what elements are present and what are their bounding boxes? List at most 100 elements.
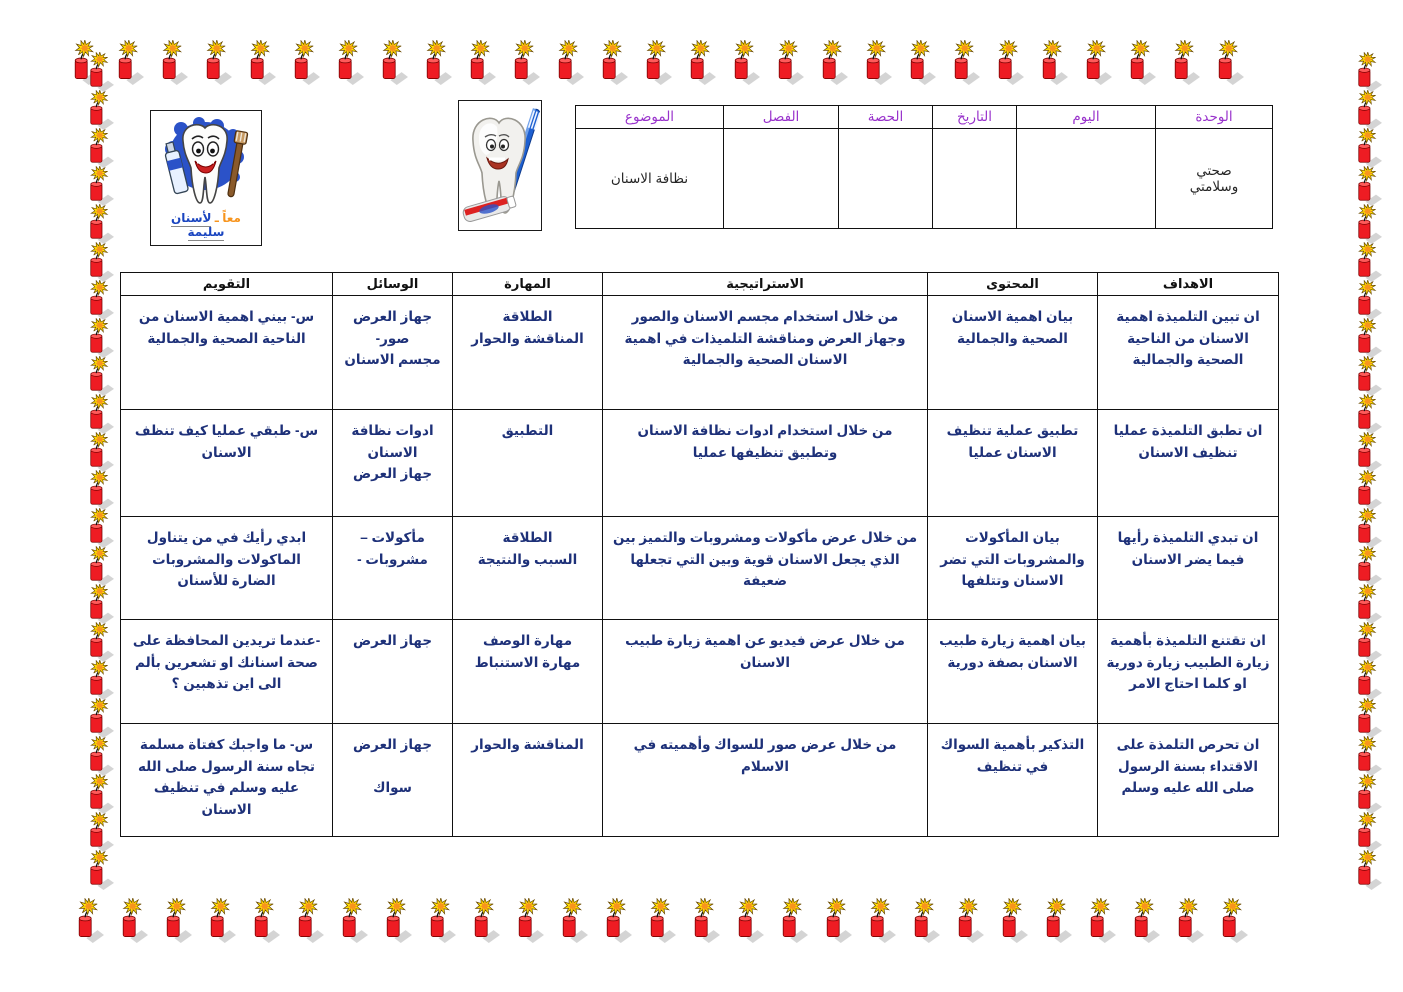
- cell-evaluation: س- طبقي عمليا كيف تنظف الاسنان: [120, 409, 333, 517]
- badge-caption: معاً ـ لأسنان سليمة: [151, 211, 261, 241]
- firecracker-star-icon: [728, 40, 760, 85]
- firecracker-star-icon: [1040, 898, 1072, 943]
- firecracker-star-icon: [156, 40, 188, 85]
- firecracker-star-icon: [908, 898, 940, 943]
- firecracker-star-icon: [84, 470, 114, 510]
- cell-evaluation: س- ما واجبك كفتاة مسلمة تجاه سنة الرسول …: [120, 723, 333, 837]
- info-value-subject: نظافة الاسنان: [575, 128, 724, 229]
- cell-objectives: ان تقتنع التلميذة بأهمية زيارة الطبيب زي…: [1097, 619, 1279, 724]
- firecracker-star-icon: [1352, 394, 1382, 434]
- tooth-toothbrush-image: [458, 100, 542, 231]
- firecracker-star-icon: [992, 40, 1024, 85]
- firecracker-star-icon: [84, 432, 114, 472]
- firecracker-star-icon: [1352, 204, 1382, 244]
- firecracker-star-icon: [552, 40, 584, 85]
- info-header-date: التاريخ: [932, 105, 1017, 129]
- badge-caption-text: لأسنان سليمة: [171, 211, 225, 241]
- firecracker-star-icon: [1352, 774, 1382, 814]
- info-header-unit: الوحدة: [1155, 105, 1273, 129]
- firecracker-star-icon: [84, 204, 114, 244]
- info-header-class: الفصل: [723, 105, 839, 129]
- col-header-tools: الوسائل: [332, 272, 453, 296]
- info-value-date: [932, 128, 1017, 229]
- firecracker-star-icon: [688, 898, 720, 943]
- firecracker-star-icon: [1352, 52, 1382, 92]
- firecracker-star-icon: [1352, 812, 1382, 852]
- firecracker-star-icon: [84, 128, 114, 168]
- cell-content: تطبيق عملية تنظيف الاسنان عمليا: [927, 409, 1098, 517]
- info-value-day: [1016, 128, 1156, 229]
- firecracker-star-icon: [732, 898, 764, 943]
- firecracker-star-icon: [84, 850, 114, 890]
- firecracker-star-icon: [1212, 40, 1244, 85]
- firecracker-star-icon: [1352, 584, 1382, 624]
- firecracker-star-icon: [1124, 40, 1156, 85]
- firecracker-star-icon: [244, 40, 276, 85]
- firecracker-star-icon: [84, 356, 114, 396]
- firecracker-star-icon: [84, 280, 114, 320]
- firecracker-star-icon: [84, 584, 114, 624]
- firecracker-star-icon: [84, 90, 114, 130]
- cell-tools: جهاز العرض صور- مجسم الاسنان: [332, 295, 453, 410]
- firecracker-star-icon: [72, 898, 104, 943]
- firecracker-star-icon: [84, 508, 114, 548]
- lesson-row-3: ابدي رأيك في من يتناول الماكولات والمشرو…: [120, 516, 1279, 620]
- info-table-value-row: نظافة الاسنان صحتي وسلامتي: [575, 128, 1273, 229]
- firecracker-star-icon: [84, 736, 114, 776]
- cell-skill: التطبيق: [452, 409, 603, 517]
- firecracker-star-icon: [772, 40, 804, 85]
- badge-caption-prefix: معاً ـ: [214, 211, 241, 225]
- firecracker-star-icon: [1172, 898, 1204, 943]
- firecracker-star-icon: [996, 898, 1028, 943]
- cell-skill: الطلاقة السبب والنتيجة: [452, 516, 603, 620]
- cell-strategy: من خلال استخدام مجسم الاسنان والصور وجها…: [602, 295, 928, 410]
- firecracker-star-icon: [336, 898, 368, 943]
- tooth-badge-image: معاً ـ لأسنان سليمة: [150, 110, 262, 246]
- firecracker-star-icon: [112, 40, 144, 85]
- cell-evaluation: -عندما تريدين المحافظة على صحة اسنانك او…: [120, 619, 333, 724]
- firecracker-star-icon: [816, 40, 848, 85]
- firecracker-star-icon: [84, 52, 114, 92]
- info-table: الموضوع الفصل الحصة التاريخ اليوم الوحدة…: [575, 105, 1273, 229]
- firecracker-star-icon: [292, 898, 324, 943]
- firecracker-star-icon: [468, 898, 500, 943]
- cell-strategy: من خلال استخدام ادوات نظافة الاسنان وتطب…: [602, 409, 928, 517]
- firecracker-star-icon: [1352, 242, 1382, 282]
- lesson-row-1: س- بيني اهمية الاسنان من الناحية الصحية …: [120, 295, 1279, 410]
- firecracker-star-icon: [1352, 128, 1382, 168]
- info-header-subject: الموضوع: [575, 105, 724, 129]
- firecracker-star-icon: [380, 898, 412, 943]
- cartoon-tooth-icon: [164, 117, 249, 204]
- firecracker-star-icon: [376, 40, 408, 85]
- info-value-unit: صحتي وسلامتي: [1155, 128, 1273, 229]
- firecracker-star-icon: [1352, 90, 1382, 130]
- info-value-period: [838, 128, 933, 229]
- firecracker-star-icon: [1352, 432, 1382, 472]
- firecracker-star-icon: [84, 318, 114, 358]
- col-header-evaluation: التقويم: [120, 272, 333, 296]
- firecracker-star-icon: [84, 546, 114, 586]
- firecracker-star-icon: [420, 40, 452, 85]
- cell-strategy: من خلال عرض مأكولات ومشروبات والتميز بين…: [602, 516, 928, 620]
- cell-content: بيان المأكولات والمشروبات التي تضر الاسن…: [927, 516, 1098, 620]
- firecracker-star-icon: [508, 40, 540, 85]
- firecracker-star-icon: [84, 698, 114, 738]
- firecracker-star-icon: [1080, 40, 1112, 85]
- firecracker-star-icon: [1352, 660, 1382, 700]
- cell-tools: ادوات نظافة الاسنان جهاز العرض: [332, 409, 453, 517]
- info-header-day: اليوم: [1016, 105, 1156, 129]
- cell-objectives: ان تحرص التلمذة على الاقتداء بسنة الرسول…: [1097, 723, 1279, 837]
- firecracker-star-icon: [1352, 280, 1382, 320]
- cell-tools: جهاز العرض سواك: [332, 723, 453, 837]
- firecracker-star-icon: [84, 242, 114, 282]
- firecracker-star-icon: [1352, 546, 1382, 586]
- firecracker-star-icon: [1216, 898, 1248, 943]
- firecracker-star-icon: [84, 622, 114, 662]
- firecracker-star-icon: [288, 40, 320, 85]
- firecracker-star-icon: [424, 898, 456, 943]
- firecracker-star-icon: [1352, 318, 1382, 358]
- col-header-skill: المهارة: [452, 272, 603, 296]
- cell-skill: المناقشة والحوار: [452, 723, 603, 837]
- cell-strategy: من خلال عرض صور للسواك وأهميته في الاسلا…: [602, 723, 928, 837]
- cell-content: التذكير بأهمية السواك في تنظيف: [927, 723, 1098, 837]
